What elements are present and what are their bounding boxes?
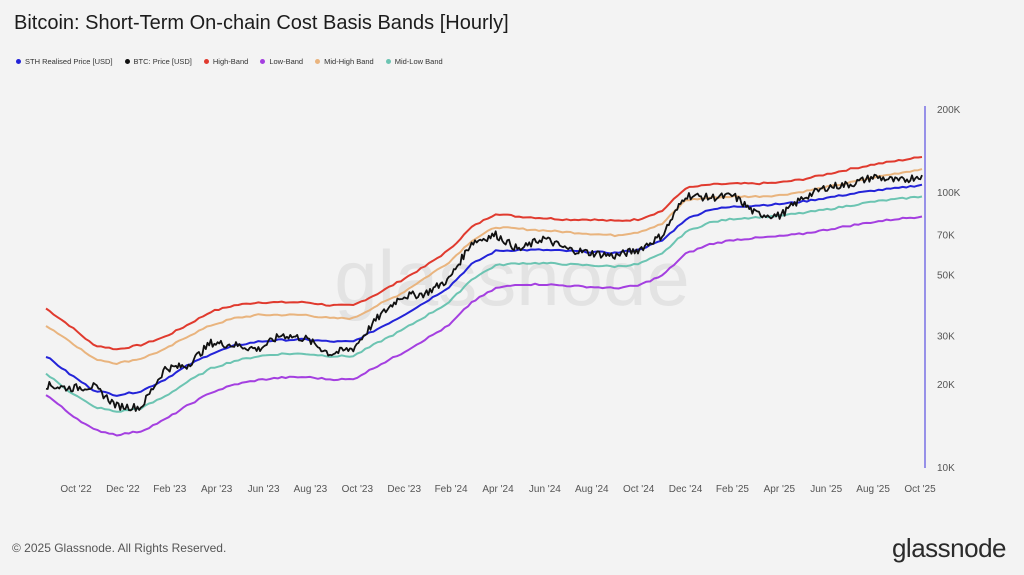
legend-item-low[interactable]: Low-Band [260, 57, 303, 66]
axis-layer: 10K 20K 30K 50K 70K 100K 200K Oct '22 Dec '22 Feb… [60, 105, 960, 495]
series-line-mid-high-band[interactable] [45, 168, 923, 365]
x-tick-label: Jun '23 [248, 484, 280, 495]
x-tick-label: Aug '23 [294, 484, 328, 495]
x-tick-label: Aug '24 [575, 484, 609, 495]
x-tick-label: Jun '25 [810, 484, 842, 495]
legend-dot-low [260, 59, 266, 64]
y-tick-label: 10K [937, 463, 955, 474]
legend-label-midhigh: Mid-High Band [324, 57, 374, 66]
legend-dot-midhigh [315, 59, 321, 64]
series-layer [45, 156, 923, 437]
x-tick-label: Dec '23 [387, 484, 421, 495]
x-tick-label: Oct '25 [904, 484, 936, 495]
legend: STH Realised Price [USD] BTC: Price [USD… [16, 57, 443, 66]
legend-item-midhigh[interactable]: Mid-High Band [315, 57, 374, 66]
x-tick-label: Oct '24 [623, 484, 655, 495]
x-tick-label: Feb '25 [716, 484, 749, 495]
legend-label-btc: BTC: Price [USD] [133, 57, 192, 66]
glassnode-logo[interactable]: glassnode [891, 533, 1007, 563]
x-tick-label: Apr '23 [201, 484, 233, 495]
series-line-high-band[interactable] [45, 156, 923, 351]
legend-dot-btc [124, 59, 130, 64]
x-tick-label: Feb '23 [153, 484, 186, 495]
legend-dot-high [203, 59, 209, 64]
legend-label-midlow: Mid-Low Band [394, 57, 443, 66]
x-tick-label: Oct '22 [60, 484, 92, 495]
legend-label-high: High-Band [212, 57, 249, 66]
y-tick-label: 20K [937, 380, 955, 391]
series-line-sth-realised-price-usd[interactable] [45, 183, 923, 397]
y-tick-label: 200K [937, 105, 961, 116]
series-line-btc-price-usd[interactable] [45, 173, 923, 412]
y-tick-label: 70K [937, 230, 955, 241]
x-tick-label: Feb '24 [435, 484, 468, 495]
legend-item-btc[interactable]: BTC: Price [USD] [124, 57, 192, 66]
x-tick-label: Apr '25 [764, 484, 796, 495]
y-tick-label: 50K [937, 271, 955, 282]
legend-label-sth: STH Realised Price [USD] [25, 57, 113, 66]
y-tick-label: 30K [937, 332, 955, 343]
x-tick-label: Jun '24 [529, 484, 561, 495]
x-tick-label: Aug '25 [856, 484, 890, 495]
x-tick-label: Apr '24 [482, 484, 514, 495]
y-tick-label: 100K [937, 188, 961, 199]
legend-item-midlow[interactable]: Mid-Low Band [385, 57, 443, 66]
series-line-low-band[interactable] [45, 215, 923, 437]
copyright-text: © 2025 Glassnode. All Rights Reserved. [12, 541, 227, 555]
legend-dot-sth [16, 59, 21, 64]
legend-item-sth[interactable]: STH Realised Price [USD] [16, 57, 113, 66]
x-tick-label: Oct '23 [342, 484, 374, 495]
legend-item-high[interactable]: High-Band [203, 57, 249, 66]
legend-dot-midlow [385, 59, 391, 64]
chart-title: Bitcoin: Short-Term On-chain Cost Basis … [14, 12, 509, 34]
x-tick-label: Dec '24 [669, 484, 703, 495]
x-tick-label: Dec '22 [106, 484, 140, 495]
legend-label-low: Low-Band [269, 57, 304, 66]
